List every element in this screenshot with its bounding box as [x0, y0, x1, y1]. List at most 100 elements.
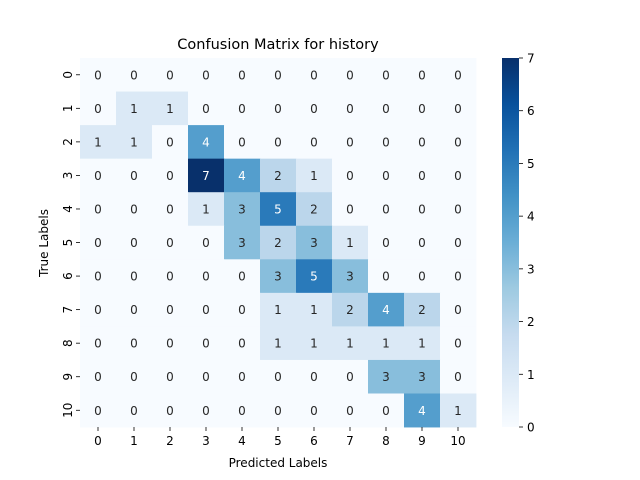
cell-value: 0 [382, 270, 390, 284]
heatmap-cell [188, 225, 225, 260]
heatmap-cell [260, 326, 297, 361]
heatmap-cell [80, 359, 117, 394]
heatmap-cell [440, 292, 477, 327]
cell-value: 0 [94, 337, 102, 351]
heatmap-cell [116, 192, 153, 227]
y-tick-label: 5 [61, 239, 75, 247]
cell-value: 0 [238, 68, 246, 82]
colorbar-tick-label: 7 [527, 52, 535, 66]
y-tick-label: 10 [61, 403, 75, 418]
heatmap-cell [224, 158, 261, 193]
cell-value: 2 [310, 202, 318, 216]
cell-value: 0 [166, 68, 174, 82]
heatmap-cell [440, 259, 477, 294]
heatmap-cell [440, 359, 477, 394]
cell-value: 0 [454, 270, 462, 284]
heatmap-cell [404, 192, 441, 227]
x-axis-ticks: 0 1 2 3 4 5 6 7 8 9 10 [94, 427, 466, 448]
heatmap-cell [368, 158, 405, 193]
heatmap-cell [368, 125, 405, 160]
cell-value: 0 [382, 236, 390, 250]
cell-value: 0 [346, 370, 354, 384]
colorbar-tick-label: 3 [527, 262, 535, 276]
heatmap-cell [332, 58, 369, 92]
cell-annotations: 0 0 0 0 0 0 0 0 0 0 0 0 1 1 0 0 0 0 0 0 0 0 1 1 0 4 0 0 0 0 0 0 0 0 0 0 7 4 2 1… [94, 68, 462, 418]
cell-value: 1 [310, 169, 318, 183]
x-tick-label: 10 [450, 434, 465, 448]
cell-value: 0 [382, 169, 390, 183]
heatmap-cell [332, 192, 369, 227]
cell-value: 7 [202, 169, 210, 183]
cell-value: 0 [346, 102, 354, 116]
cell-value: 0 [94, 270, 102, 284]
heatmap-cell [404, 225, 441, 260]
cell-value: 1 [382, 337, 390, 351]
heatmap-cell [260, 91, 297, 126]
heatmap-cell [188, 91, 225, 126]
cell-value: 0 [166, 169, 174, 183]
x-tick-label: 7 [346, 434, 354, 448]
cell-value: 0 [130, 68, 138, 82]
cell-value: 0 [238, 135, 246, 149]
cell-value: 1 [346, 337, 354, 351]
x-tick-label: 9 [418, 434, 426, 448]
heatmap-cell [404, 125, 441, 160]
heatmap-cell [188, 393, 225, 428]
cell-value: 0 [166, 135, 174, 149]
heatmap-cell [80, 292, 117, 327]
cell-value: 3 [238, 236, 246, 250]
y-tick-label: 6 [61, 272, 75, 280]
heatmap-cell [404, 58, 441, 92]
cell-value: 0 [454, 202, 462, 216]
heatmap-cell [440, 225, 477, 260]
heatmap-cell [332, 359, 369, 394]
heatmap-cell [296, 58, 333, 92]
cell-value: 0 [274, 102, 282, 116]
cell-value: 0 [202, 270, 210, 284]
cell-value: 0 [310, 135, 318, 149]
y-tick-label: 7 [61, 306, 75, 314]
heatmap-cell [80, 192, 117, 227]
cell-value: 0 [166, 337, 174, 351]
heatmap-cell [260, 259, 297, 294]
cell-value: 0 [418, 169, 426, 183]
heatmap-cell [296, 91, 333, 126]
cell-value: 0 [346, 135, 354, 149]
cell-value: 0 [202, 68, 210, 82]
cell-value: 0 [130, 202, 138, 216]
cell-value: 0 [238, 404, 246, 418]
heatmap-cell [224, 225, 261, 260]
cell-value: 4 [238, 169, 246, 183]
cell-value: 1 [310, 337, 318, 351]
heatmap-cell [152, 359, 189, 394]
x-tick-label: 1 [130, 434, 138, 448]
heatmap-cell [368, 58, 405, 92]
cell-value: 0 [382, 404, 390, 418]
heatmap-cell [332, 158, 369, 193]
heatmap-cell [224, 91, 261, 126]
cell-value: 0 [238, 337, 246, 351]
heatmap-cell [440, 192, 477, 227]
cell-value: 0 [310, 102, 318, 116]
cell-value: 0 [94, 102, 102, 116]
heatmap-cell [116, 326, 153, 361]
y-tick-label: 4 [61, 205, 75, 213]
heatmap-cell [152, 259, 189, 294]
heatmap-cell [404, 259, 441, 294]
heatmap-cell [296, 125, 333, 160]
x-tick-label: 6 [310, 434, 318, 448]
heatmap-cell [224, 125, 261, 160]
heatmap-cell [116, 125, 153, 160]
heatmap-cell [116, 393, 153, 428]
heatmap-cell [332, 91, 369, 126]
cell-value: 1 [454, 404, 462, 418]
cell-value: 0 [382, 68, 390, 82]
cell-value: 3 [310, 236, 318, 250]
heatmap-cell [224, 259, 261, 294]
heatmap-cell [188, 292, 225, 327]
cell-value: 2 [418, 303, 426, 317]
colorbar-tick-label: 0 [527, 421, 535, 435]
cell-value: 0 [310, 404, 318, 418]
heatmap-cell [260, 393, 297, 428]
